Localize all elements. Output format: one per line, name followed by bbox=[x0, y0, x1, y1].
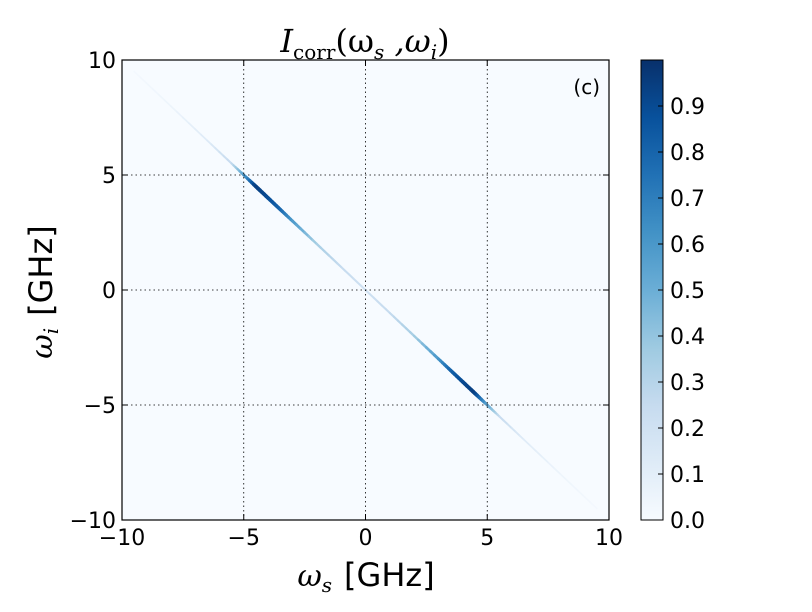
colorbar-tick-label: 0.8 bbox=[670, 141, 705, 166]
y-tick-label: 10 bbox=[88, 49, 116, 74]
ridge-segment bbox=[553, 467, 562, 475]
colorbar-tick-label: 0.0 bbox=[670, 509, 705, 534]
ridge-segment bbox=[157, 93, 166, 102]
ridge-segment bbox=[559, 473, 568, 481]
x-axis-ticks: −10 −5 0 5 10 bbox=[99, 60, 623, 551]
x-tick-label: −10 bbox=[99, 526, 145, 551]
ridge-segment bbox=[139, 76, 148, 84]
colorbar-tick-label: 0.7 bbox=[670, 187, 705, 212]
ridge-segment bbox=[535, 450, 543, 458]
ridge-segment bbox=[571, 484, 580, 493]
ridge-segment bbox=[547, 461, 556, 470]
y-axis-label: ωi[GHz] bbox=[22, 225, 63, 359]
x-tick-label: −5 bbox=[228, 526, 260, 551]
ridge-segment bbox=[182, 116, 190, 125]
ridge-segment bbox=[133, 70, 142, 79]
colorbar-tick-label: 0.5 bbox=[670, 279, 705, 304]
grid-layer bbox=[122, 60, 609, 520]
ridge-segment bbox=[169, 105, 178, 113]
ridge-segment bbox=[541, 455, 549, 464]
ridge-segment bbox=[200, 133, 209, 142]
colorbar-ticks: 0.0 0.1 0.2 0.3 0.4 0.5 0.6 0.7 0.8 0.9 bbox=[658, 95, 705, 534]
ridge-segment bbox=[565, 478, 574, 487]
ridge-segment bbox=[194, 128, 203, 136]
ridge-segment bbox=[514, 430, 521, 437]
ridge-segment bbox=[188, 122, 196, 130]
ridge-layer bbox=[133, 70, 598, 510]
colorbar-tick-label: 0.4 bbox=[670, 325, 705, 350]
ridge-segment bbox=[151, 87, 160, 96]
ridge-segment bbox=[522, 438, 531, 447]
y-tick-label: −5 bbox=[84, 394, 116, 419]
ridge-segment bbox=[583, 496, 592, 504]
x-tick-label: 10 bbox=[595, 526, 623, 551]
colorbar-tick-label: 0.9 bbox=[670, 95, 705, 120]
colorbar-tick-label: 0.3 bbox=[670, 371, 705, 396]
ridge-segment bbox=[163, 99, 172, 107]
y-axis-ticks: −10 −5 0 5 10 bbox=[70, 49, 609, 534]
ridge-segment bbox=[589, 501, 598, 510]
colorbar-tick-label: 0.2 bbox=[670, 417, 705, 442]
ridge-segment bbox=[145, 82, 154, 90]
y-tick-label: 5 bbox=[102, 164, 116, 189]
x-tick-label: 5 bbox=[480, 526, 494, 551]
y-tick-label: −10 bbox=[70, 509, 116, 534]
y-tick-label: 0 bbox=[102, 279, 116, 304]
panel-label: (c) bbox=[573, 75, 600, 99]
ridge-segment bbox=[175, 110, 184, 119]
x-tick-label: 0 bbox=[359, 526, 373, 551]
x-axis-label: ωs [GHz] bbox=[297, 556, 434, 597]
chart-title: Icorr(ωs ,ωi) bbox=[279, 22, 449, 64]
colorbar-tick-label: 0.1 bbox=[670, 463, 705, 488]
ridge-segment bbox=[528, 444, 537, 452]
ridge-segment bbox=[518, 434, 525, 441]
ridge-segment bbox=[577, 490, 586, 498]
colorbar-tick-label: 0.6 bbox=[670, 233, 705, 258]
